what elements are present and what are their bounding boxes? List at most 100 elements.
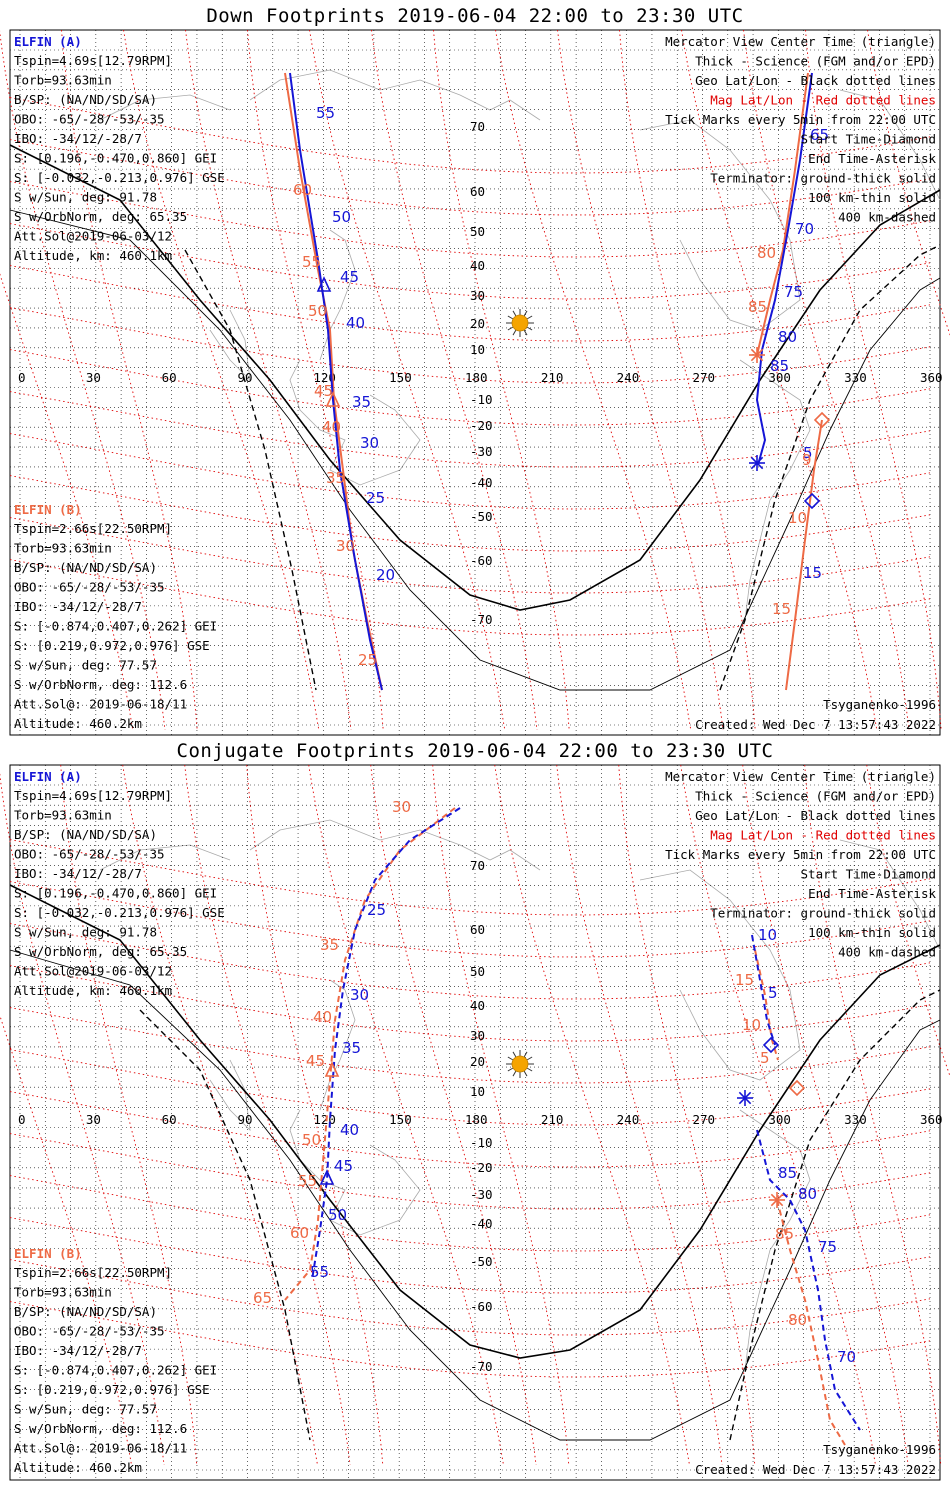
elfin-a-info-line: Altitude, km: 460.1km — [14, 983, 172, 998]
lat-tick-label: 20 — [470, 1054, 485, 1069]
model-label: Tsyganenko-1996 — [823, 1442, 936, 1457]
lon-tick-label: 300 — [768, 370, 791, 385]
legend-line: Mag Lat/Lon - Red dotted lines — [710, 828, 936, 843]
start-time-diamond-icon — [813, 411, 831, 429]
track-tick-label: 30 — [350, 986, 369, 1004]
elfin-a-info-line: S: [-0.032,-0.213,0.976] GSE — [14, 170, 225, 185]
elfin-a-info-line: S w/OrbNorm, deg: 65.35 — [14, 944, 187, 959]
elfin-a-info-line: IBO: -34/12/-28/7 — [14, 131, 142, 146]
elfin-b-header: ELFIN (B) — [14, 502, 82, 517]
track-tick-label: 50 — [308, 302, 327, 320]
elfin-b-info-line: B/SP: (NA/ND/SD/SA) — [14, 1304, 157, 1319]
track-tick-label: 65 — [253, 1289, 272, 1307]
track-tick-label: 50 — [332, 208, 351, 226]
track-tick-label: 45 — [340, 268, 359, 286]
legend: Mercator View Center Time (triangle) Thic… — [665, 769, 936, 960]
lon-tick-label: 240 — [617, 1112, 640, 1127]
elfin-a-track — [289, 72, 813, 691]
elfin-b-info-line: Torb=93.63min — [14, 1285, 112, 1300]
lon-tick-label: 60 — [162, 1112, 177, 1127]
elfin-a-info-line: Tspin=4.69s[12.79RPM] — [14, 53, 172, 68]
lon-tick-label: 270 — [693, 370, 716, 385]
lon-tick-labels: 0 30 60 90 120 150 180 210 240 270 300 330 360706050… — [18, 119, 943, 627]
lon-tick-label: 150 — [389, 1112, 412, 1127]
elfin-b-track — [284, 807, 846, 1446]
legend-line: Thick - Science (FGM and/or EPD) — [695, 789, 936, 804]
track-tick-label: 40 — [346, 314, 365, 332]
legend-line: 100 km-thin solid — [808, 190, 936, 205]
track-tick-label: 80 — [757, 244, 776, 262]
track-tick-label: 40 — [322, 418, 341, 436]
terminator-lines — [9, 144, 941, 691]
legend-line: 400 km-dashed — [838, 210, 936, 225]
lat-tick-label: 50 — [470, 964, 485, 979]
track-tick-label: 60 — [293, 181, 312, 199]
track-tick-label: 50 — [302, 1131, 321, 1149]
lon-tick-label: 0 — [18, 370, 26, 385]
lon-tick-label: 60 — [162, 370, 177, 385]
end-time-asterisk-icon — [749, 347, 765, 363]
elfin-b-info-line: OBO: -65/-28/-53/-35 — [14, 580, 165, 595]
center-time-triangle-icon — [324, 1061, 340, 1077]
track-tick-label: 40 — [340, 1121, 359, 1139]
lat-tick-label: -10 — [470, 392, 493, 407]
track-tick-label: 35 — [320, 936, 339, 954]
elfin-b-info-line: Altitude: 460.2km — [14, 1460, 142, 1475]
lon-tick-label: 300 — [768, 1112, 791, 1127]
lat-tick-label: 60 — [470, 184, 485, 199]
elfin-b-info-line: Tspin=2.66s[22.50RPM] — [14, 521, 172, 536]
coastlines — [99, 819, 941, 1371]
elfin-b-info-line: Att.Sol@: 2019-06-18/11 — [14, 697, 187, 712]
lon-tick-labels: 0 30 60 90 120 150 180 210 240 270 300 330 360706050… — [18, 858, 943, 1374]
mag-grid — [0, 29, 950, 731]
panel-title-down: Down Footprints 2019-06-04 22:00 to 23:3… — [206, 5, 744, 27]
legend-line: Mag Lat/Lon - Red dotted lines — [710, 93, 936, 108]
elfin-a-header: ELFIN (A) — [14, 34, 82, 49]
elfin-b-info-line: IBO: -34/12/-28/7 — [14, 1343, 142, 1358]
track-tick-label: 70 — [837, 1348, 856, 1366]
lat-tick-label: -40 — [470, 475, 493, 490]
created-timestamp: Created: Wed Dec 7 13:57:43 2022 — [695, 717, 936, 732]
track-tick-label: 45 — [314, 382, 333, 400]
track-tick-label: 15 — [803, 564, 822, 582]
lat-tick-label: -40 — [470, 1216, 493, 1231]
elfin-b-info-line: Att.Sol@: 2019-06-18/11 — [14, 1441, 187, 1456]
lat-tick-label: -30 — [470, 444, 493, 459]
elfin-a-info-line: IBO: -34/12/-28/7 — [14, 866, 142, 881]
mag-grid — [0, 764, 950, 1466]
lat-tick-label: -70 — [470, 612, 493, 627]
lon-tick-label: 0 — [18, 1112, 26, 1127]
elfin-b-info-line: S w/Sun, deg: 77.57 — [14, 658, 157, 673]
lat-tick-label: 60 — [470, 922, 485, 937]
track-tick-label: 25 — [358, 651, 377, 669]
elfin-a-info-line: OBO: -65/-28/-53/-35 — [14, 847, 165, 862]
end-time-asterisk-icon — [737, 1090, 753, 1106]
lon-tick-label: 330 — [844, 1112, 867, 1127]
lat-tick-label: -50 — [470, 509, 493, 524]
lon-tick-label: 360 — [920, 1112, 943, 1127]
track-tick-label: 35 — [352, 393, 371, 411]
legend-line: Mercator View Center Time (triangle) — [665, 769, 936, 784]
elfin-a-info-line: S: [0.196,-0.470,0.860] GEI — [14, 151, 217, 166]
lon-tick-label: 360 — [920, 370, 943, 385]
legend-line: Mercator View Center Time (triangle) — [665, 34, 936, 49]
track-tick-label: 80 — [788, 1311, 807, 1329]
elfin-a-info-line: S: [0.196,-0.470,0.860] GEI — [14, 886, 217, 901]
lat-tick-label: 40 — [470, 998, 485, 1013]
elfin-b-info-line: S: [0.219,0.972,0.976] GSE — [14, 638, 210, 653]
created-timestamp: Created: Wed Dec 7 13:57:43 2022 — [695, 1462, 936, 1477]
lat-tick-label: 20 — [470, 316, 485, 331]
elfin-b-info-line: S: [-0.874,0.407,0.262] GEI — [14, 619, 217, 634]
start-time-diamond-icon — [788, 1079, 806, 1097]
track-tick-label: 35 — [342, 1039, 361, 1057]
end-time-asterisk-icon — [749, 455, 765, 471]
track-tick-label: 45 — [306, 1052, 325, 1070]
elfin-a-info-line: S w/Sun, deg: 91.78 — [14, 925, 157, 940]
elfin-a-info-line: Tspin=4.69s[12.79RPM] — [14, 788, 172, 803]
lat-tick-label: 40 — [470, 258, 485, 273]
lon-tick-label: 30 — [86, 370, 101, 385]
elfin-b-tick-labels: 30 35 40 45 50 55 60 65 15 10 5 85 80 — [253, 798, 807, 1329]
lon-tick-label: 30 — [86, 1112, 101, 1127]
model-label: Tsyganenko-1996 — [823, 697, 936, 712]
legend-line: 100 km-thin solid — [808, 925, 936, 940]
